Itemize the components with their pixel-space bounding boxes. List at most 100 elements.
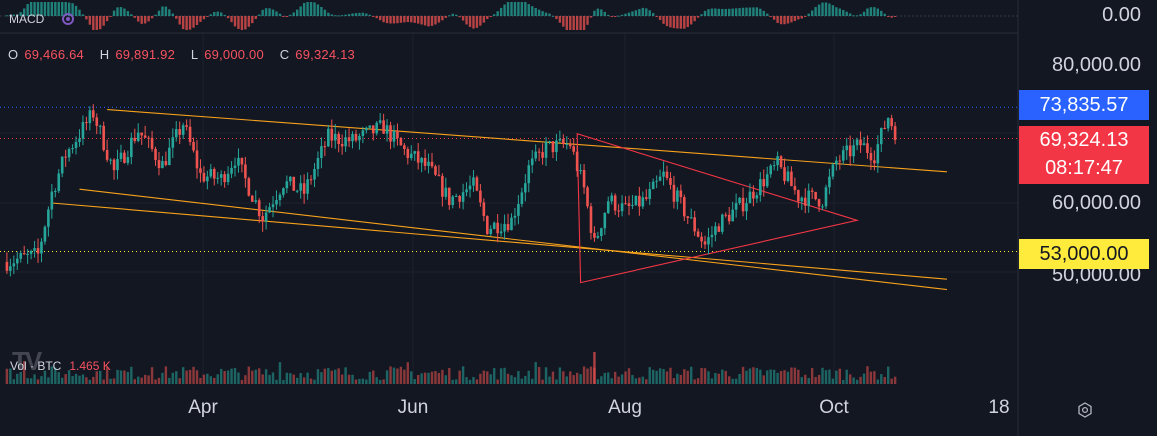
volume-bar <box>793 367 797 384</box>
volume-bar <box>78 375 81 384</box>
channel-lower-line-2 <box>79 188 948 291</box>
macd-label[interactable]: MACD <box>9 12 45 26</box>
macd-bar <box>137 16 140 22</box>
volume-bar <box>499 368 503 384</box>
volume-bar <box>261 374 264 384</box>
volume-bar <box>831 378 835 384</box>
macd-bar <box>769 16 772 17</box>
high-price-marker[interactable]: 73,835.57 <box>1019 90 1149 120</box>
candle-body <box>541 152 544 158</box>
candle-body <box>765 174 769 187</box>
macd-bar <box>638 9 641 16</box>
volume-bar <box>575 372 579 384</box>
macd-bar <box>848 13 852 16</box>
volume-bar <box>171 372 174 384</box>
candle-body <box>693 217 696 232</box>
level-price-marker[interactable]: 53,000.00 <box>1019 239 1149 269</box>
candle-body <box>658 176 662 181</box>
candle-body <box>33 248 36 251</box>
candle-body <box>779 156 783 168</box>
volume-bar <box>648 367 651 384</box>
volume-bar <box>268 374 271 384</box>
macd-bar <box>230 16 233 23</box>
macd-bar <box>662 16 665 24</box>
candle-body <box>109 159 112 161</box>
macd-bar <box>814 7 817 16</box>
macd-settings-icon[interactable] <box>61 12 75 26</box>
candle-body <box>721 214 724 232</box>
volume-bar <box>396 368 399 384</box>
macd-bar <box>216 11 219 16</box>
volume-bar <box>430 371 434 384</box>
volume-bar <box>645 379 648 384</box>
candle-body <box>828 176 831 188</box>
candle-body <box>323 146 327 148</box>
candle-body <box>890 118 893 127</box>
trend-drawings[interactable] <box>51 108 948 291</box>
candle-body <box>841 150 845 161</box>
macd-bar <box>717 8 721 16</box>
candle-body <box>140 132 143 136</box>
last-price-marker[interactable]: 69,324.13 08:17:47 <box>1019 126 1149 184</box>
candle-body <box>879 127 883 145</box>
candle-body <box>886 118 890 129</box>
candle-body <box>71 148 74 150</box>
candle-body <box>499 231 503 234</box>
macd-bar <box>631 11 634 16</box>
candle-body <box>157 160 161 169</box>
volume-bar <box>569 371 572 384</box>
volume-bar <box>448 368 451 384</box>
macd-bar <box>873 7 876 16</box>
candle-body <box>78 138 81 142</box>
candle-body <box>475 177 479 191</box>
volume-bar <box>441 369 444 384</box>
candle-body <box>195 150 199 169</box>
macd-bar <box>531 6 534 16</box>
candle-body <box>458 195 461 202</box>
candle-body <box>299 183 302 191</box>
candle-body <box>852 145 855 157</box>
candle-body <box>454 195 458 197</box>
macd-bar <box>454 14 458 16</box>
macd-bar <box>316 4 320 16</box>
candle-body <box>9 266 12 271</box>
macd-bar <box>893 16 897 17</box>
volume-bar <box>772 369 776 384</box>
candle-body <box>793 186 797 191</box>
macd-bar <box>337 15 340 17</box>
macd-bar <box>562 16 565 27</box>
candle-body <box>714 226 717 235</box>
candle-body <box>64 156 67 158</box>
volume-bar <box>185 370 188 384</box>
chart-settings-icon[interactable] <box>1077 402 1093 418</box>
volume-bar <box>143 374 147 384</box>
macd-bar <box>309 2 313 16</box>
candle-body <box>320 146 323 158</box>
candle-body <box>309 179 313 181</box>
volume-bar <box>627 368 631 384</box>
volume-bar <box>721 369 724 384</box>
candle-body <box>606 201 610 214</box>
volume-bar <box>147 375 150 384</box>
macd-bar <box>441 16 444 21</box>
candle-body <box>26 253 29 255</box>
macd-bar <box>40 2 43 16</box>
macd-bar <box>233 16 237 27</box>
candle-body <box>689 217 693 219</box>
macd-bar <box>389 16 392 24</box>
macd-bar <box>582 16 586 30</box>
volume-legend[interactable]: Vol · BTC 1.465 K <box>10 359 111 373</box>
candle-body <box>855 139 859 146</box>
volume-bar <box>620 374 624 384</box>
macd-bar <box>686 16 689 28</box>
macd-bar <box>859 14 862 16</box>
candle-body <box>682 197 686 217</box>
macd-bar <box>358 12 361 16</box>
candle-body <box>461 192 465 202</box>
macd-bar <box>648 10 651 16</box>
volume-bar <box>693 379 696 384</box>
macd-bar <box>392 16 396 24</box>
horizontal-levels <box>0 106 1018 252</box>
macd-bar <box>475 16 479 28</box>
